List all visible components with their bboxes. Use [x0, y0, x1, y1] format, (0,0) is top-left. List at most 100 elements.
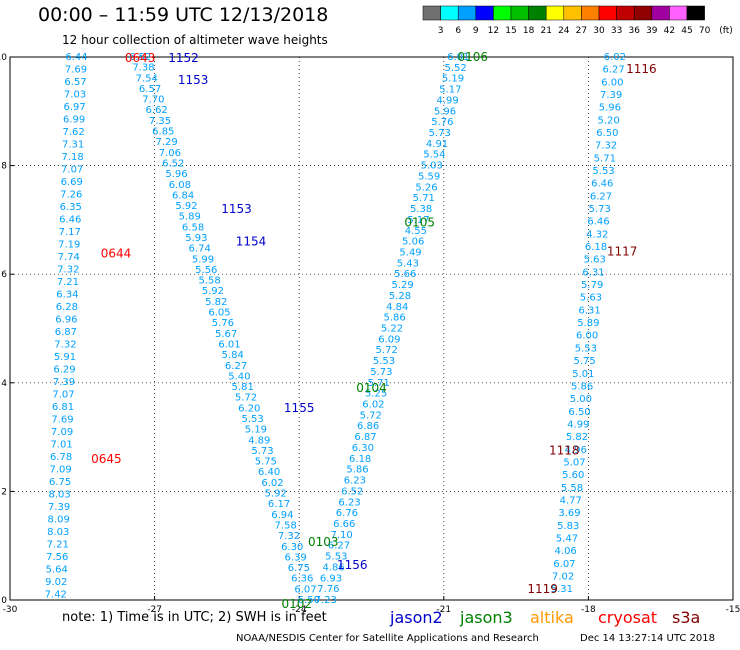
- wave-height-value: 4.86: [323, 562, 345, 573]
- wave-height-value: 7.42: [45, 590, 67, 601]
- wave-height-value: 5.17: [439, 85, 461, 96]
- wave-height-value: 7.21: [57, 277, 79, 288]
- wave-height-value: 7.21: [47, 540, 69, 551]
- x-tick-label: -24: [292, 605, 307, 615]
- wave-height-value: 5.58: [561, 483, 583, 494]
- wave-height-value: 6.44: [65, 52, 87, 63]
- wave-height-value: 5.60: [562, 470, 584, 481]
- wave-height-value: 7.31: [62, 140, 84, 151]
- wave-height-value: 6.52: [341, 486, 363, 497]
- wave-height-value: 7.01: [50, 440, 72, 451]
- wave-height-value: 5.99: [192, 254, 214, 265]
- time-label: 0106: [457, 50, 488, 64]
- wave-height-value: 7.10: [330, 530, 352, 541]
- wave-height-value: 5.86: [571, 381, 593, 392]
- wave-height-value: 6.02: [604, 52, 626, 63]
- wave-height-value: 7.58: [275, 520, 297, 531]
- wave-height-value: 6.27: [590, 191, 612, 202]
- wave-height-value: 7.74: [58, 252, 80, 263]
- wave-height-value: 5.83: [557, 521, 579, 532]
- wave-height-value: 5.81: [232, 382, 254, 393]
- color-swatch-label: 33: [611, 26, 622, 36]
- wave-height-value: 6.27: [328, 541, 350, 552]
- wave-height-value: 6.31: [582, 267, 604, 278]
- wave-height-value: 5.75: [255, 457, 277, 468]
- wave-height-value: 4.77: [560, 495, 582, 506]
- wave-height-value: 5.58: [198, 276, 220, 287]
- wave-height-value: 6.87: [354, 432, 376, 443]
- wave-height-value: 4.99: [567, 419, 589, 430]
- wave-height-value: 5.00: [570, 394, 592, 405]
- wave-height-value: 6.29: [53, 365, 75, 376]
- wave-height-value: 5.73: [370, 367, 392, 378]
- wave-height-value: 6.50: [596, 128, 618, 139]
- wave-height-value: 5.54: [423, 150, 445, 161]
- wave-height-value: 7.26: [60, 190, 82, 201]
- wave-height-value: 6.00: [601, 77, 623, 88]
- wave-height-value: 5.71: [368, 378, 390, 389]
- time-label: 0102: [282, 597, 313, 611]
- wave-height-value: 5.82: [566, 432, 588, 443]
- wave-height-value: 3.69: [558, 508, 580, 519]
- wave-height-value: 5.59: [418, 171, 440, 182]
- time-label: 0645: [91, 452, 122, 466]
- wave-height-value: 7.35: [149, 116, 171, 127]
- wave-height-value: 5.29: [391, 280, 413, 291]
- wave-height-value: 7.09: [51, 427, 73, 438]
- wave-height-value: 6.84: [172, 190, 194, 201]
- wave-height-value: 7.38: [132, 63, 154, 74]
- wave-height-value: 6.34: [56, 290, 78, 301]
- wave-height-value: 7.19: [58, 240, 80, 251]
- wave-height-value: 6.78: [50, 452, 72, 463]
- time-label: 0643: [125, 51, 156, 65]
- wave-height-value: 7.06: [159, 148, 181, 159]
- wave-height-value: 6.66: [333, 519, 355, 530]
- wave-height-value: 5.82: [205, 297, 227, 308]
- wave-height-value: 5.72: [235, 393, 257, 404]
- wave-height-value: 7.69: [65, 65, 87, 76]
- wave-height-value: 6.07: [294, 584, 316, 595]
- wave-height-value: 5.96: [434, 106, 456, 117]
- wave-height-value: 5.72: [376, 345, 398, 356]
- wave-height-value: 5.96: [599, 103, 621, 114]
- wave-height-value: 5.53: [241, 414, 263, 425]
- wave-height-value: 4.84: [386, 302, 408, 313]
- wave-height-value: 7.39: [48, 502, 70, 513]
- color-swatch-label: 21: [540, 26, 551, 36]
- wave-height-value: 6.08: [169, 180, 191, 191]
- wave-height-value: 6.30: [352, 443, 374, 454]
- wave-height-value: 6.27: [225, 361, 247, 372]
- wave-height-value: 7.62: [62, 127, 84, 138]
- wave-height-value: 5.64: [46, 565, 68, 576]
- wave-height-value: 5.66: [394, 269, 416, 280]
- wave-height-value: 5.86: [346, 465, 368, 476]
- wave-height-value: 5.38: [410, 204, 432, 215]
- legend-jason3: jason3: [460, 608, 513, 627]
- wave-height-value: 5.89: [179, 212, 201, 223]
- wave-height-value: 5.43: [397, 258, 419, 269]
- wave-height-value: 6.36: [291, 574, 313, 585]
- wave-height-value: 6.07: [553, 559, 575, 570]
- wave-height-value: 7.39: [600, 90, 622, 101]
- wave-height-value: 6.17: [268, 499, 290, 510]
- x-tick-label: -30: [3, 605, 18, 615]
- wave-height-value: 6.02: [261, 478, 283, 489]
- wave-height-value: 7.17: [59, 227, 81, 238]
- wave-height-value: 7.32: [278, 531, 300, 542]
- wave-height-value: 5.79: [581, 280, 603, 291]
- wave-height-value: 7.76: [317, 584, 339, 595]
- color-swatch-label: 36: [628, 26, 640, 36]
- wave-height-value: 6.02: [362, 400, 384, 411]
- units-note: note: 1) Time is in UTC; 2) SWH is in fe…: [62, 610, 327, 625]
- x-tick-label: -27: [147, 605, 162, 615]
- wave-height-value: 7.29: [155, 137, 177, 148]
- time-label: 0103: [308, 535, 339, 549]
- wave-height-value: 7.70: [142, 95, 164, 106]
- wave-height-value: 4.99: [437, 95, 459, 106]
- time-label: 1156: [337, 558, 368, 572]
- wave-height-value: 6.74: [189, 244, 211, 255]
- wave-height-value: 6.93: [320, 573, 342, 584]
- wave-height-value: 7.23: [315, 595, 337, 606]
- wave-height-value: 5.40: [228, 371, 250, 382]
- time-label: 1153: [221, 202, 252, 216]
